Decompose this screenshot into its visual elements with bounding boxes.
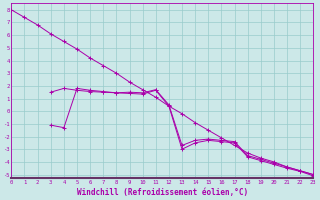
X-axis label: Windchill (Refroidissement éolien,°C): Windchill (Refroidissement éolien,°C) bbox=[77, 188, 248, 197]
